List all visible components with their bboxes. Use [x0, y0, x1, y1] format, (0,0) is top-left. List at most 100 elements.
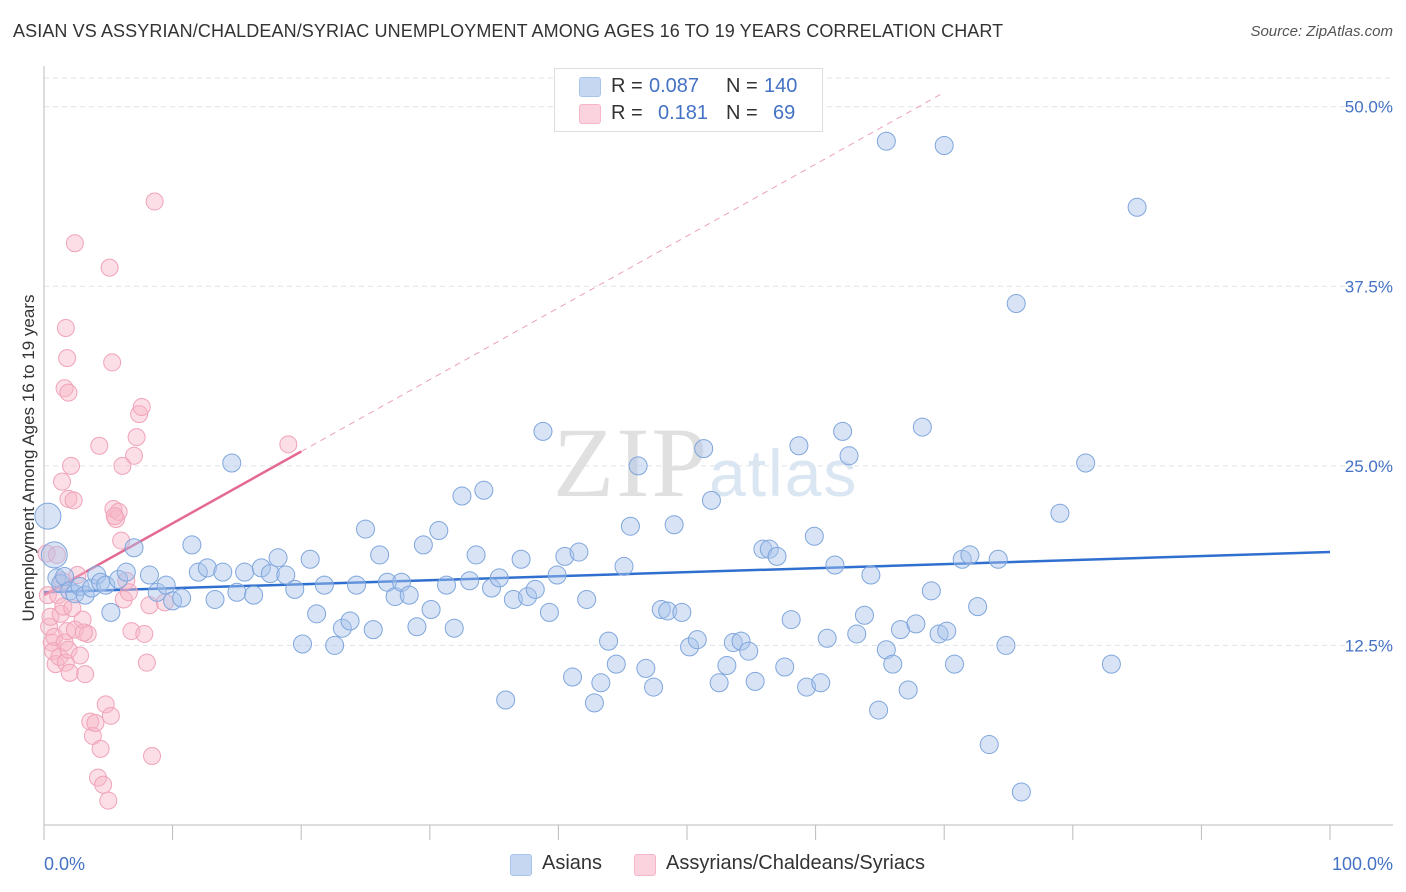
point-assyrians: [90, 436, 109, 455]
point-assyrians: [113, 456, 132, 475]
point-assyrians: [62, 456, 81, 475]
point-assyrians: [51, 604, 70, 623]
point-assyrians: [86, 714, 105, 733]
point-asians: [759, 539, 779, 559]
point-asians: [644, 677, 664, 697]
point-asians: [285, 579, 305, 599]
point-assyrians: [76, 665, 95, 684]
source-label: Source: ZipAtlas.com: [1250, 23, 1393, 40]
point-asians: [968, 597, 988, 617]
point-asians: [172, 588, 192, 608]
point-asians: [833, 421, 853, 441]
legend-n-label: N =: [726, 75, 758, 97]
point-asians: [781, 610, 801, 630]
point-assyrians: [279, 435, 298, 454]
point-asians: [300, 549, 320, 569]
point-assyrians: [56, 318, 75, 337]
point-asians: [960, 545, 980, 565]
point-asians: [75, 585, 95, 605]
point-asians: [876, 640, 896, 660]
point-asians: [883, 654, 903, 674]
point-asians: [745, 671, 765, 691]
point-assyrians: [143, 747, 162, 766]
point-assyrians: [58, 349, 77, 368]
point-asians: [340, 611, 360, 631]
point-asians: [701, 490, 721, 510]
axes: [43, 66, 1393, 840]
y-axis-title: Unemployment Among Ages 16 to 19 years: [19, 295, 38, 622]
point-asians: [929, 624, 949, 644]
point-asians: [489, 568, 509, 588]
point-asians: [260, 564, 280, 584]
legend-r-value: 0.181: [658, 102, 709, 124]
point-assyrians: [54, 597, 73, 616]
point-asians: [525, 579, 545, 599]
point-asians: [124, 538, 144, 558]
point-assyrians: [47, 545, 66, 564]
point-assyrians: [38, 586, 57, 605]
point-assyrians: [100, 258, 119, 277]
point-asians: [205, 589, 225, 609]
legend-r-value: 0.087: [649, 75, 700, 97]
point-asians: [921, 581, 941, 601]
point-asians: [906, 614, 926, 634]
point-assyrians: [53, 472, 72, 491]
point-asians: [332, 618, 352, 638]
y-tick-label: 12.5%: [1345, 636, 1393, 655]
point-asians: [577, 589, 597, 609]
point-asians: [101, 602, 121, 622]
point-asians: [620, 516, 640, 536]
trend-line-assyrians-extension: [300, 91, 945, 452]
point-asians: [709, 673, 729, 693]
point-asians: [825, 555, 845, 575]
point-asians: [569, 542, 589, 562]
point-asians: [109, 569, 129, 589]
point-asians: [188, 562, 208, 582]
series-asians-points: [34, 111, 1147, 802]
point-asians: [979, 735, 999, 755]
point-assyrians: [137, 653, 156, 672]
watermark-atlas: atlas: [709, 436, 859, 510]
point-asians: [452, 486, 472, 506]
point-asians: [182, 535, 202, 555]
point-asians: [407, 617, 427, 637]
point-assyrians: [65, 234, 84, 253]
point-asians: [370, 545, 390, 565]
bottom-legend-label-assyrians: Assyrians/Chaldeans/Syriacs: [666, 852, 925, 874]
trend-line-assyrians: [43, 450, 302, 597]
point-assyrians: [145, 192, 164, 211]
point-asians: [606, 654, 626, 674]
legend-r-label: R =: [611, 102, 643, 124]
point-assyrians: [71, 646, 90, 665]
point-asians: [60, 581, 80, 601]
point-asians: [437, 575, 457, 595]
point-asians: [40, 541, 68, 569]
point-assyrians: [59, 383, 78, 402]
point-asians: [584, 693, 604, 713]
point-asians: [731, 631, 751, 651]
point-asians: [276, 565, 296, 585]
point-asians: [628, 456, 648, 476]
point-assyrians: [91, 739, 110, 758]
y-tick-label: 37.5%: [1345, 277, 1393, 296]
point-asians: [156, 575, 176, 595]
point-asians: [839, 446, 859, 466]
point-asians: [775, 657, 795, 677]
point-asians: [937, 621, 957, 641]
point-asians: [1101, 654, 1121, 674]
legend-swatch-assyrians: [579, 104, 601, 124]
y-tick-label: 50.0%: [1345, 98, 1393, 117]
point-assyrians: [132, 397, 151, 416]
point-assyrians: [107, 510, 126, 529]
point-asians: [739, 641, 759, 661]
point-asians: [687, 630, 707, 650]
point-asians: [1050, 503, 1070, 523]
point-asians: [1076, 453, 1096, 473]
point-asians: [268, 548, 288, 568]
point-asians: [944, 654, 964, 674]
legend-n-label: N =: [726, 102, 758, 124]
point-asians: [222, 453, 242, 473]
point-asians: [244, 585, 264, 605]
point-assyrians: [94, 775, 113, 794]
